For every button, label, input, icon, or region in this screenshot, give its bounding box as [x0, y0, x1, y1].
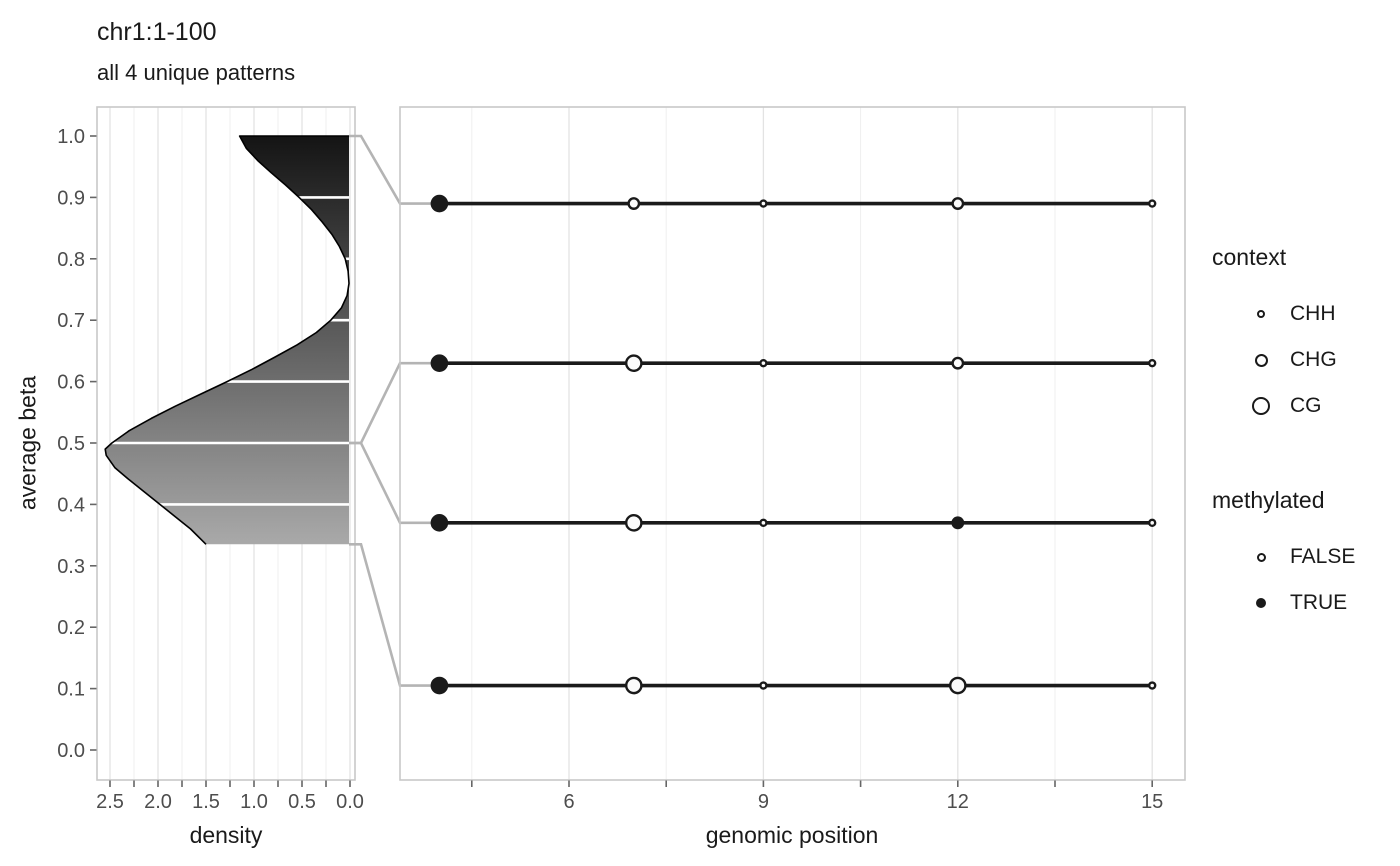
legend: context CHH CHG CG methylated FALSE	[1212, 244, 1397, 626]
y-tick-label: 0.6	[57, 372, 85, 394]
x-tick-label: 0.0	[336, 791, 364, 813]
connector-line	[349, 441, 442, 525]
pattern-row	[430, 354, 1157, 372]
y-tick-label: 0.9	[57, 187, 85, 209]
legend-item-false: FALSE	[1212, 534, 1397, 580]
x-tick-label: 6	[563, 791, 574, 813]
methylation-point	[759, 199, 768, 208]
methylation-point	[759, 518, 768, 528]
genomic-position-axis-title: genomic position	[705, 822, 879, 848]
legend-item-chh: CHH	[1212, 291, 1397, 337]
y-tick-label: 0.3	[57, 556, 85, 578]
x-tick-label: 1.0	[240, 791, 268, 813]
legend-group-methylated: methylated FALSE TRUE	[1212, 487, 1397, 626]
methylation-point	[949, 676, 967, 695]
legend-item-cg: CG	[1212, 383, 1397, 429]
density-outline	[104, 135, 350, 545]
chg-circle-icon	[1248, 353, 1274, 367]
x-tick-label: 2.0	[144, 791, 172, 813]
legend-title-context: context	[1212, 244, 1287, 270]
methylation-point	[625, 354, 643, 372]
filled-circle-icon	[1248, 598, 1274, 608]
page-subtitle: all 4 unique patterns	[97, 60, 296, 85]
cg-circle-icon	[1248, 397, 1274, 415]
methylation-point	[430, 194, 449, 213]
legend-label-chg: CHG	[1290, 348, 1337, 371]
y-tick-label: 0.5	[57, 433, 85, 455]
average-beta-axis-title: average beta	[14, 375, 41, 511]
open-circle-icon	[1248, 552, 1274, 562]
y-tick-label: 0.0	[57, 740, 85, 762]
legend-label-false: FALSE	[1290, 545, 1356, 568]
legend-item-true: TRUE	[1212, 580, 1397, 626]
connector-line	[349, 134, 442, 205]
x-tick-label: 9	[758, 791, 769, 813]
pattern-panel-border	[399, 106, 1186, 781]
density-axis-title: density	[189, 822, 263, 848]
methylation-point	[430, 676, 449, 695]
pattern-axes: 6 9 12 15	[470, 780, 1163, 813]
pattern-row	[430, 676, 1157, 695]
y-tick-label: 0.8	[57, 249, 85, 271]
x-tick-label: 15	[1141, 791, 1163, 813]
density-axes: 1.0 0.9 0.8 0.7 0.6 0.5 0.4 0.3 0.2 0.1 0.0 2.5 2.0 1…	[57, 126, 364, 813]
connector-line	[349, 361, 442, 445]
y-tick-label: 0.1	[57, 679, 85, 701]
methylation-point	[625, 676, 643, 695]
x-tick-label: 0.5	[288, 791, 316, 813]
pattern-panel	[349, 106, 1186, 781]
pattern-row	[430, 194, 1157, 213]
methylation-point	[625, 514, 643, 532]
y-tick-label: 0.2	[57, 617, 85, 639]
page-title: chr1:1-100	[97, 18, 217, 46]
methylation-point	[951, 356, 965, 370]
methylation-point	[1147, 199, 1157, 208]
legend-label-chh: CHH	[1290, 302, 1336, 325]
legend-label-true: TRUE	[1290, 591, 1348, 614]
methylation-point	[951, 516, 965, 530]
methylation-point	[759, 681, 768, 690]
legend-item-chg: CHG	[1212, 337, 1397, 383]
chh-circle-icon	[1248, 310, 1274, 318]
methylation-point	[1147, 518, 1157, 528]
density-panel	[96, 106, 356, 781]
methylation-point	[759, 358, 768, 368]
methylation-point	[1147, 681, 1157, 690]
x-tick-label: 2.5	[96, 791, 124, 813]
legend-label-cg: CG	[1290, 394, 1322, 417]
legend-title-methylated: methylated	[1212, 487, 1325, 513]
x-tick-label: 1.5	[192, 791, 220, 813]
methylation-point	[430, 354, 449, 372]
methylation-point	[627, 197, 641, 210]
legend-group-context: context CHH CHG CG	[1212, 244, 1397, 429]
pattern-row	[430, 514, 1157, 532]
y-tick-label: 0.7	[57, 310, 85, 332]
x-tick-label: 12	[947, 791, 969, 813]
y-tick-label: 0.4	[57, 494, 85, 516]
methylation-point	[1147, 358, 1157, 368]
connector-line	[349, 543, 442, 687]
y-tick-label: 1.0	[57, 126, 85, 148]
methylation-point	[951, 197, 965, 210]
methylation-point	[430, 514, 449, 532]
